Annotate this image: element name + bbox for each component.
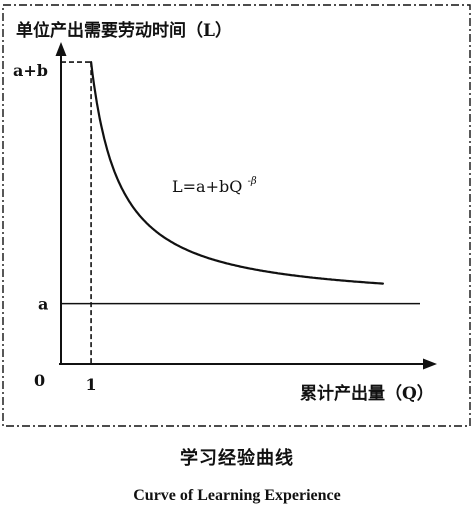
learning-curve-line bbox=[90, 61, 384, 285]
formula-main: L=a+bQ bbox=[172, 177, 242, 196]
x-axis-arrowhead bbox=[423, 358, 437, 370]
x-tick-label-1: 1 bbox=[86, 375, 97, 394]
y-axis-arrowhead bbox=[55, 42, 67, 56]
formula-label: L=a+bQ -β bbox=[172, 176, 257, 196]
formula-exponent: -β bbox=[247, 176, 256, 187]
y-axis-label: 单位产出需要劳动时间（L） bbox=[16, 20, 232, 41]
x-axis-label: 累计产出量（Q） bbox=[300, 383, 434, 404]
caption-english: Curve of Learning Experience bbox=[133, 487, 341, 504]
learning-curve-chart: 单位产出需要劳动时间（L） a+b a 0 1 累计产出量（Q） L=a+bQ … bbox=[2, 4, 471, 427]
origin-label: 0 bbox=[34, 371, 45, 390]
caption-chinese: 学习经验曲线 bbox=[180, 448, 294, 469]
figure-frame bbox=[2, 4, 471, 427]
y-tick-label-a-plus-b: a+b bbox=[13, 61, 48, 80]
y-tick-label-a: a bbox=[38, 295, 48, 314]
